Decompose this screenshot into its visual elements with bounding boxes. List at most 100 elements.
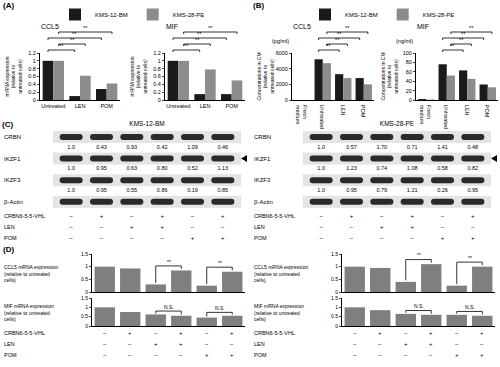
svg-text:60: 60 <box>406 69 412 75</box>
svg-text:KMS-28-PE: KMS-28-PE <box>380 120 415 127</box>
svg-text:4000: 4000 <box>276 66 288 72</box>
svg-text:−: − <box>69 235 73 241</box>
svg-text:**: ** <box>72 31 77 37</box>
svg-text:+: + <box>410 213 414 219</box>
svg-text:1.0: 1.0 <box>317 187 325 193</box>
svg-text:−: − <box>128 341 132 347</box>
svg-text:POM: POM <box>4 352 17 358</box>
svg-text:−: − <box>429 352 433 358</box>
svg-text:MIF mRNA expression(relative t: MIF mRNA expression(relative to untreate… <box>254 303 304 322</box>
svg-text:−: − <box>130 213 134 219</box>
svg-text:+: + <box>455 352 459 358</box>
svg-text:+: + <box>350 213 354 219</box>
svg-text:POM: POM <box>100 103 113 109</box>
svg-text:0.95: 0.95 <box>96 187 107 193</box>
svg-text:**: ** <box>197 31 202 37</box>
svg-text:1: 1 <box>335 304 338 310</box>
svg-text:1.2: 1.2 <box>153 50 161 56</box>
svg-text:KMS-12-BM: KMS-12-BM <box>95 12 128 18</box>
svg-text:+: + <box>221 213 225 219</box>
svg-text:0.4: 0.4 <box>28 81 36 87</box>
svg-text:0.4: 0.4 <box>153 81 161 87</box>
svg-text:N.S.: N.S. <box>414 303 424 309</box>
svg-text:CRBN6-5-5-VHL: CRBN6-5-5-VHL <box>4 330 45 336</box>
svg-text:POM: POM <box>254 352 267 358</box>
svg-text:Untreated: Untreated <box>166 103 190 109</box>
svg-text:0: 0 <box>335 289 338 295</box>
svg-text:−: − <box>380 235 384 241</box>
svg-text:0.86: 0.86 <box>157 187 168 193</box>
svg-text:1.0: 1.0 <box>67 187 75 193</box>
svg-text:−: − <box>319 224 323 230</box>
svg-text:0.93: 0.93 <box>126 144 137 150</box>
svg-text:−: − <box>191 213 195 219</box>
svg-text:1.5: 1.5 <box>81 251 88 257</box>
svg-text:−: − <box>471 224 475 230</box>
svg-text:IKZF3: IKZF3 <box>4 177 21 183</box>
svg-text:−: − <box>380 213 384 219</box>
svg-text:POM: POM <box>484 105 490 118</box>
svg-text:0: 0 <box>33 97 36 103</box>
svg-text:CRBN6-5-5-VHL: CRBN6-5-5-VHL <box>4 213 45 219</box>
svg-text:CRBN6-5-5-VHL: CRBN6-5-5-VHL <box>254 330 295 336</box>
svg-text:−: − <box>319 235 323 241</box>
svg-text:+: + <box>179 341 183 347</box>
svg-text:0.82: 0.82 <box>467 165 478 171</box>
svg-text:**: ** <box>59 43 64 49</box>
svg-text:0.5: 0.5 <box>81 313 88 319</box>
svg-text:+: + <box>441 235 445 241</box>
svg-text:100: 100 <box>403 50 412 56</box>
svg-text:0: 0 <box>409 97 412 103</box>
svg-text:LEN: LEN <box>4 224 15 230</box>
svg-text:−: − <box>69 224 73 230</box>
svg-text:CCL5: CCL5 <box>41 23 59 30</box>
svg-text:1: 1 <box>85 263 88 269</box>
svg-text:MIF: MIF <box>417 23 429 30</box>
svg-text:mRNA expression(relative tount: mRNA expression(relative tountreated cel… <box>129 56 148 96</box>
svg-text:**: ** <box>450 43 455 49</box>
svg-text:0.71: 0.71 <box>407 144 418 150</box>
svg-text:0.57: 0.57 <box>346 144 357 150</box>
svg-text:**: ** <box>167 259 171 265</box>
svg-text:+: + <box>130 224 134 230</box>
svg-text:−: − <box>179 352 183 358</box>
svg-text:Untreated: Untreated <box>319 105 325 129</box>
svg-text:−: − <box>441 213 445 219</box>
svg-text:−: − <box>103 341 107 347</box>
svg-text:+: + <box>471 235 475 241</box>
svg-text:1: 1 <box>335 263 338 269</box>
svg-text:**: ** <box>326 43 331 49</box>
svg-text:1.08: 1.08 <box>407 165 418 171</box>
svg-text:+: + <box>160 224 164 230</box>
svg-text:0.5: 0.5 <box>331 276 338 282</box>
svg-text:**: ** <box>337 31 342 37</box>
svg-text:Concentrations in CM(relative: Concentrations in CM(relative tountreate… <box>380 52 399 100</box>
svg-text:1.0: 1.0 <box>317 144 325 150</box>
svg-text:+: + <box>480 352 484 358</box>
svg-text:**: ** <box>468 255 472 261</box>
svg-text:1: 1 <box>158 58 161 64</box>
svg-text:CRBN6-5-5-VHL: CRBN6-5-5-VHL <box>254 213 295 219</box>
svg-text:0.95: 0.95 <box>96 165 107 171</box>
svg-text:−: − <box>353 352 357 358</box>
svg-text:+: + <box>205 352 209 358</box>
svg-text:−: − <box>350 235 354 241</box>
svg-text:0.46: 0.46 <box>217 144 228 150</box>
svg-text:(D): (D) <box>3 245 14 254</box>
svg-text:0.6: 0.6 <box>28 73 36 79</box>
svg-text:−: − <box>353 341 357 347</box>
svg-text:+: + <box>378 330 382 336</box>
svg-text:0.5: 0.5 <box>331 313 338 319</box>
svg-text:CRBN: CRBN <box>254 134 271 140</box>
svg-text:−: − <box>378 341 382 347</box>
svg-text:(pg/ml): (pg/ml) <box>272 38 289 44</box>
svg-text:POM: POM <box>360 105 366 118</box>
svg-text:+: + <box>410 224 414 230</box>
svg-text:+: + <box>154 341 158 347</box>
svg-text:1.5: 1.5 <box>81 295 88 301</box>
svg-text:0.63: 0.63 <box>126 165 137 171</box>
svg-text:−: − <box>103 352 107 358</box>
svg-text:1.5: 1.5 <box>331 295 338 301</box>
svg-text:+: + <box>230 352 234 358</box>
svg-text:CCL5 mRNA expression(relative: CCL5 mRNA expression(relative to untreat… <box>254 264 308 283</box>
